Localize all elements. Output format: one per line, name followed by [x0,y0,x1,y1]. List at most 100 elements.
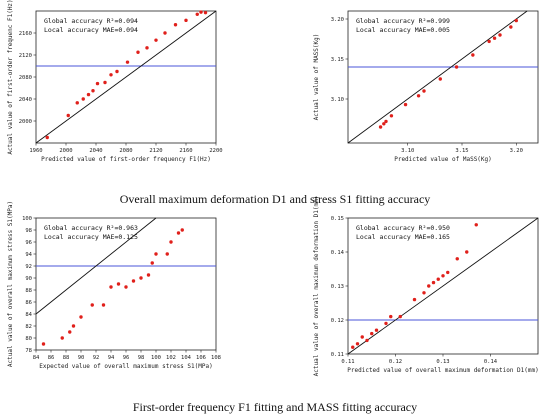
accuracy-annotation: Local accuracy MAE=0.165 [356,233,450,241]
x-tick-label: 3.20 [510,148,523,154]
y-tick-label: 3.10 [331,97,344,103]
y-axis-label: Actual value of overall maximum deformat… [313,196,320,377]
data-point [403,102,408,107]
x-tick-label: 1960 [29,148,42,154]
data-point [184,18,188,23]
data-point [41,342,46,346]
chart-frequency: 1960 2000 2040 2080 2120 2160 2200 2000 2040 2080… [7,0,223,163]
y-tick-label: 100 [22,216,32,222]
y-tick-label: 3.15 [331,57,344,63]
data-point [124,285,128,289]
data-point [101,303,106,307]
data-point [103,80,107,85]
data-point [109,73,113,77]
y-tick-label: 96 [25,240,32,246]
data-point [195,12,199,16]
data-point [173,23,178,27]
data-point [382,122,386,126]
data-point [45,135,49,140]
x-tick-label: 102 [166,355,176,361]
data-point [436,277,440,281]
y-tick-label: 0.14 [331,250,345,256]
data-point [498,33,502,37]
x-axis-label: Expected value of overall maximum stress… [39,363,212,370]
data-point [509,25,513,29]
accuracy-annotation: Local accuracy MAE=0.094 [44,26,138,34]
x-tick-label: 2080 [119,148,132,154]
data-point [351,345,355,349]
chart-panel-stress: 84 86 88 90 92 94 96 98 100 102 104 106 108 78 80 82 84 8… [6,201,232,390]
data-point [422,89,426,93]
y-tick-label: 94 [25,252,32,258]
chart-deformation: 0.11 0.12 0.13 0.14 0.11 0.12 0.13 0.14 0.15 Glob… [313,196,539,377]
data-point [115,69,119,74]
x-tick-label: 90 [78,355,85,361]
data-point [441,274,445,278]
data-point [75,101,79,105]
data-point [145,46,149,50]
x-tick-label: 0.11 [341,359,354,365]
y-tick-label: 98 [25,228,32,234]
data-point [68,330,72,334]
data-point [60,336,64,340]
x-tick-label: 2040 [89,148,102,154]
x-axis-label: Predicted value of first-order frequency… [41,156,211,163]
chart-panel-mass: 3.10 3.15 3.20 3.10 3.15 3.20 Global accuracy … [286,3,548,179]
chart-stress: 84 86 88 90 92 94 96 98 100 102 104 106 108 78 80 82 84 8… [7,201,221,370]
data-point [416,94,421,98]
data-point [438,77,442,81]
y-tick-label: 78 [25,348,32,354]
y-tick-label: 3.20 [331,17,344,23]
caption-top: Overall maximum deformation D1 and stres… [119,192,431,206]
data-point [203,10,208,15]
x-tick-label: 98 [138,355,145,361]
y-axis-label: Actual value of MASS(Kg) [313,34,320,121]
accuracy-annotation: Global accuracy R²=0.999 [356,17,450,25]
data-point [131,279,136,283]
caption-bottom: First-order frequency F1 fitting and MAS… [132,400,418,414]
data-point [389,314,393,319]
y-tick-label: 88 [25,288,32,294]
x-tick-label: 88 [63,355,70,361]
data-point [471,53,475,57]
x-axis-label: Predicted value of MaSS(Kg) [394,156,492,163]
data-point [163,31,167,35]
data-point [474,223,478,227]
y-tick-label: 2040 [19,97,32,103]
data-point [365,338,369,343]
x-tick-label: 86 [48,355,55,361]
data-point [487,39,491,44]
data-point [165,252,169,256]
x-tick-label: 100 [151,355,161,361]
x-tick-label: 92 [93,355,100,361]
fit-line [347,10,528,144]
x-tick-label: 0.14 [484,359,498,365]
data-point [139,276,143,280]
chart-mass: 3.10 3.15 3.20 3.10 3.15 3.20 Global accuracy … [313,10,539,163]
data-point [446,270,450,275]
accuracy-annotation: Global accuracy R²=0.963 [44,224,138,232]
data-point [95,81,100,86]
y-tick-label: 2080 [19,75,32,81]
y-tick-label: 0.15 [331,216,344,222]
accuracy-annotation: Global accuracy R²=0.950 [356,224,450,232]
data-point [465,250,469,254]
x-tick-label: 2160 [179,148,192,154]
data-point [169,240,173,244]
data-point [116,282,121,286]
y-tick-label: 2120 [19,53,32,59]
accuracy-annotation: Local accuracy MAE=0.125 [44,233,138,241]
data-point [91,89,95,93]
chart-panel-frequency: 1960 2000 2040 2080 2120 2160 2200 2000 2040 2080… [6,0,232,179]
plot-frame [347,10,539,144]
y-axis-label: Actual value of first-order frequenc F1(… [7,0,14,155]
data-point [389,114,394,118]
x-tick-label: 2000 [59,148,72,154]
data-point [146,273,151,277]
data-point [412,297,417,302]
x-tick-label: 0.13 [436,359,449,365]
y-tick-label: 0.13 [331,284,344,290]
data-point [384,321,388,326]
data-point [86,92,91,97]
data-point [176,231,181,235]
